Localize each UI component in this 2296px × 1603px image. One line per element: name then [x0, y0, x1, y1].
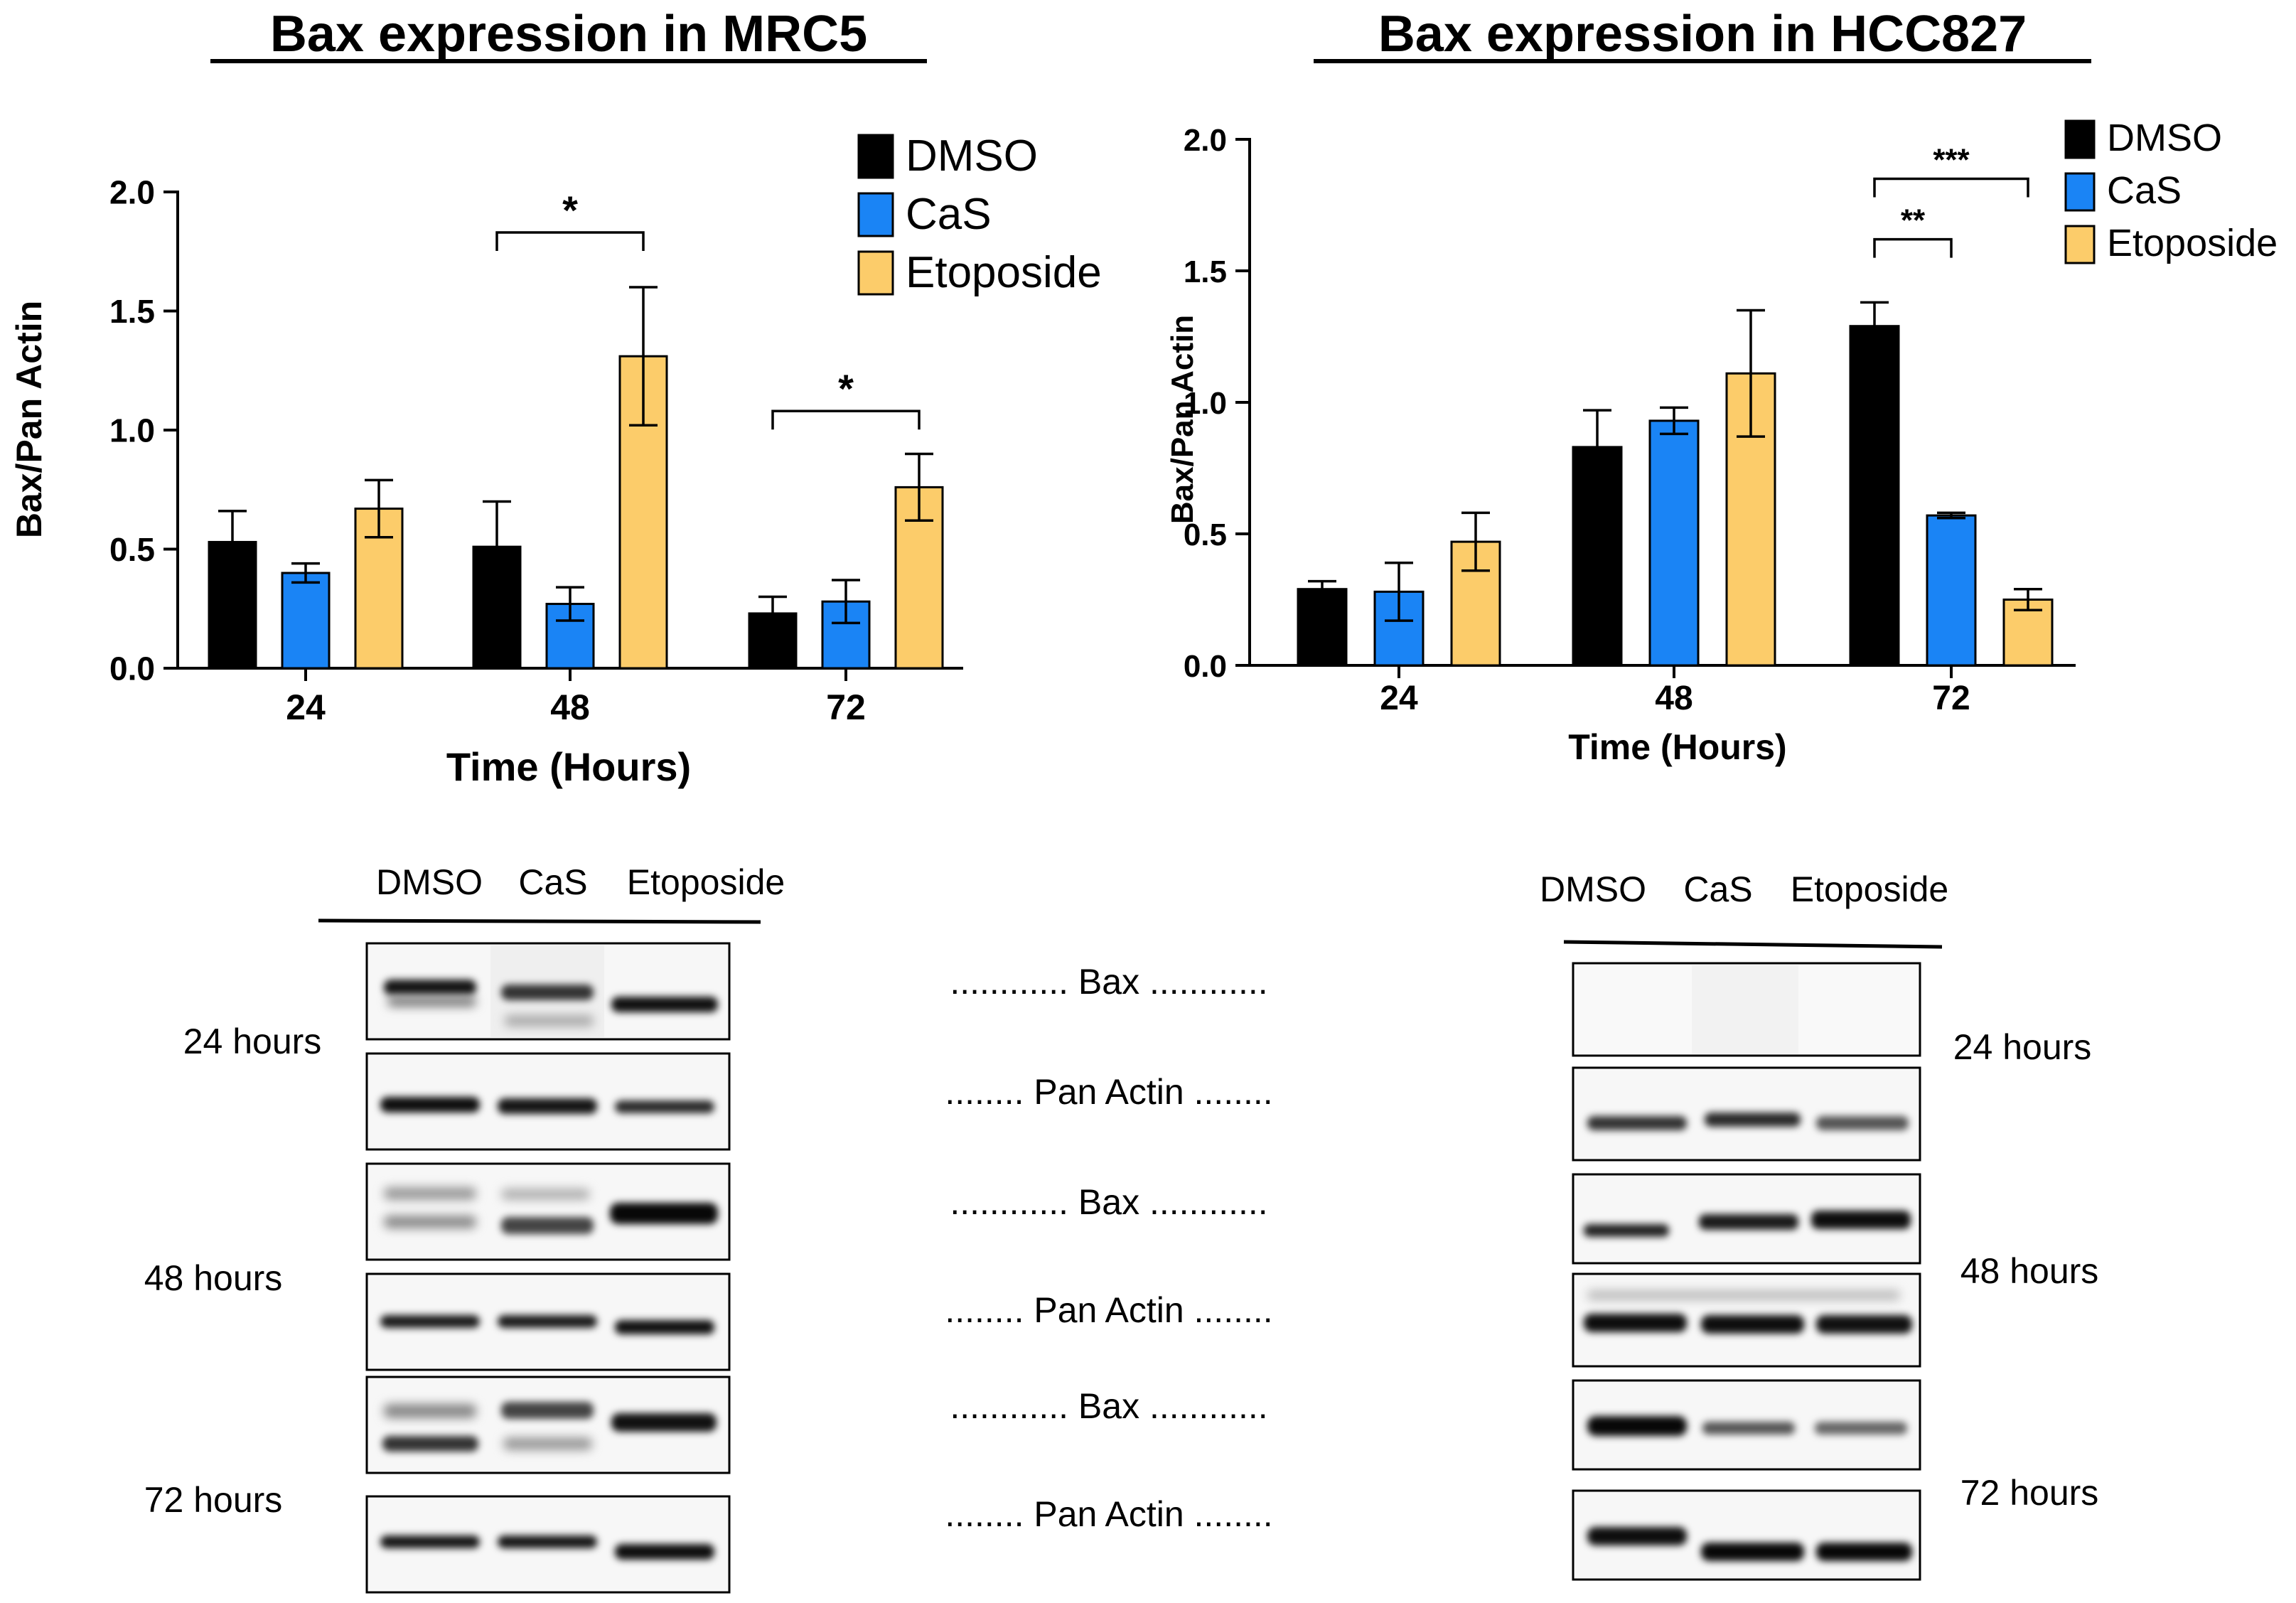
time-label-24: 24 hours — [183, 1022, 322, 1061]
time-label-72: 72 hours — [144, 1480, 283, 1520]
y-tick-label: 0.0 — [1184, 649, 1227, 684]
y-tick-label: 1.0 — [1184, 386, 1227, 421]
x-axis-label: Time (Hours) — [1568, 727, 1786, 767]
legend-label-etoposide: Etoposide — [2107, 222, 2278, 264]
significance-label: ** — [1901, 203, 1926, 238]
x-tick-label: 72 — [1932, 680, 1970, 717]
bar-cas-24 — [281, 572, 331, 670]
chart-mrc5: Bax expression in MRC5 Bax/Pan Actin Tim… — [9, 6, 1102, 789]
significance-bracket — [771, 409, 921, 430]
x-tick-label: 24 — [1380, 680, 1418, 717]
legend-swatch-dmso — [857, 134, 894, 179]
legend-label-dmso: DMSO — [906, 132, 1038, 181]
y-axis-label: Bax/Pan Actin — [1165, 315, 1200, 524]
blot-panel-bax-48h — [1572, 1173, 1921, 1265]
x-tick-label: 72 — [826, 687, 866, 727]
lane-label-etoposide: Etoposide — [1791, 869, 1948, 909]
blot-panel-bax-24h — [365, 942, 731, 1041]
lane-label-etoposide: Etoposide — [627, 862, 785, 902]
row-label-actin-48: ........ Pan Actin ........ — [945, 1290, 1272, 1330]
bar-dmso-72 — [1849, 325, 1900, 667]
legend-swatch-etoposide — [2064, 225, 2096, 264]
bar-dmso-24 — [1297, 588, 1348, 667]
legend-label-etoposide: Etoposide — [906, 248, 1102, 297]
time-label-24: 24 hours — [1953, 1027, 2092, 1067]
bar-cas-72 — [1926, 514, 1977, 667]
significance-label: *** — [1933, 143, 1970, 178]
significance-bracket — [1873, 177, 2029, 198]
x-tick-label: 48 — [550, 687, 590, 727]
legend-swatch-cas — [857, 192, 894, 237]
y-tick-label: 1.5 — [1184, 254, 1227, 289]
time-label-48: 48 hours — [1960, 1251, 2099, 1291]
row-label-actin-72: ........ Pan Actin ........ — [945, 1494, 1272, 1534]
bar-cas-48 — [1648, 419, 1700, 667]
legend-label-dmso: DMSO — [2107, 117, 2222, 159]
blot-panel-actin-48h — [365, 1272, 731, 1371]
row-label-bax-24: ............ Bax ............ — [950, 962, 1267, 1002]
lane-label-cas: CaS — [1683, 869, 1752, 909]
blot-panel-actin-72h — [1572, 1489, 1921, 1581]
row-label-bax-48: ............ Bax ............ — [950, 1182, 1267, 1222]
legend-label-cas: CaS — [2107, 169, 2182, 212]
blot-panel-actin-24h — [1572, 1066, 1921, 1162]
row-label-actin-24: ........ Pan Actin ........ — [945, 1072, 1272, 1112]
lane-label-cas: CaS — [518, 862, 587, 902]
blot-panel-actin-72h — [365, 1495, 731, 1594]
lane-divider — [1563, 940, 1943, 949]
y-tick-label: 2.0 — [109, 174, 155, 211]
significance-bracket — [1873, 237, 1953, 258]
lane-label-dmso: DMSO — [1540, 869, 1646, 909]
blot-panel-actin-24h — [365, 1052, 731, 1151]
blot-panel-bax-48h — [365, 1162, 731, 1261]
y-tick-label: 2.0 — [1184, 123, 1227, 158]
blot-hcc827: DMSO CaS Etoposide 24 hours 48 hours 72 … — [1540, 869, 2099, 1581]
chart-title: Bax expression in MRC5 — [270, 6, 867, 63]
y-tick-label: 0.5 — [1184, 518, 1227, 552]
x-tick-label: 24 — [286, 687, 326, 727]
y-tick-label: 0.0 — [109, 650, 155, 687]
significance-bracket — [495, 231, 645, 251]
legend-swatch-dmso — [2064, 119, 2096, 159]
blot-panel-bax-72h — [1572, 1379, 1921, 1471]
chart-hcc827: Bax expression in HCC827 Bax/Pan Actin T… — [1165, 6, 2278, 767]
row-label-bax-72: ............ Bax ............ — [950, 1386, 1267, 1426]
lane-divider — [318, 918, 761, 924]
y-tick-label: 1.0 — [109, 412, 155, 449]
x-tick-label: 48 — [1655, 680, 1693, 717]
blot-panel-bax-24h — [1572, 962, 1921, 1057]
legend-swatch-cas — [2064, 172, 2096, 212]
time-label-48: 48 hours — [144, 1258, 283, 1298]
time-label-72: 72 hours — [1960, 1473, 2099, 1513]
blot-panel-bax-72h — [365, 1376, 731, 1474]
legend-label-cas: CaS — [906, 190, 992, 239]
significance-label: * — [838, 366, 854, 411]
legend-swatch-etoposide — [857, 250, 894, 296]
blot-mrc5: DMSO CaS Etoposide 24 hours 48 hours 72 … — [144, 862, 1273, 1594]
y-tick-label: 1.5 — [109, 293, 155, 330]
x-axis-label: Time (Hours) — [446, 744, 691, 789]
y-tick-label: 0.5 — [109, 531, 155, 568]
lane-label-dmso: DMSO — [376, 862, 483, 902]
significance-label: * — [562, 188, 578, 232]
blot-panel-actin-48h — [1572, 1272, 1921, 1368]
chart-title: Bax expression in HCC827 — [1378, 6, 2027, 63]
y-axis-label: Bax/Pan Actin — [9, 301, 49, 538]
